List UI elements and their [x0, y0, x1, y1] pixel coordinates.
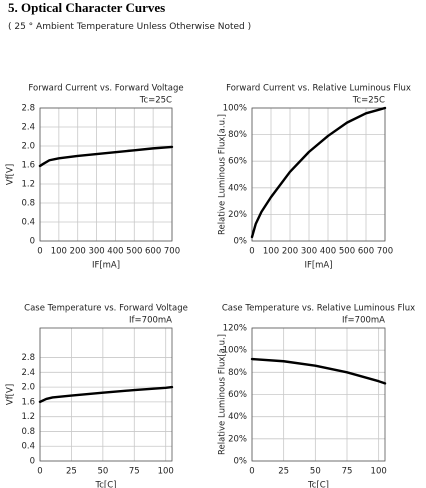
- x-tick-label: 50: [97, 467, 108, 477]
- x-tick-label: 25: [278, 467, 289, 477]
- y-tick-label: 2.8: [21, 104, 35, 114]
- y-tick-label: 2.0: [21, 383, 35, 393]
- y-tick-label: 0: [30, 457, 35, 467]
- y-tick-label: 0.8: [21, 199, 35, 209]
- x-tick-label: 100: [158, 467, 174, 477]
- x-tick-label: 200: [282, 247, 298, 257]
- section-title: 5. Optical Character Curves: [8, 0, 166, 15]
- chart-subtitle: If=700mA: [342, 316, 385, 326]
- y-tick-label: 2.4: [21, 368, 35, 378]
- chart-title: Forward Current vs. Relative Luminous Fl…: [226, 84, 411, 94]
- y-axis-label: Vf[V]: [6, 384, 16, 405]
- y-tick-label: 60%: [228, 390, 247, 400]
- y-tick-label: 2.0: [21, 142, 35, 152]
- chart-title: Case Temperature vs. Forward Voltage: [24, 304, 188, 314]
- y-axis-label: Vf[V]: [6, 164, 16, 185]
- curve: [38, 385, 174, 404]
- x-tick-label: 25: [66, 467, 77, 477]
- y-tick-label: 0%: [234, 237, 248, 247]
- y-tick-label: 100%: [223, 346, 247, 356]
- x-tick-label: 100: [371, 467, 387, 477]
- plot-frame: [251, 327, 386, 462]
- plot-frame: [39, 327, 173, 462]
- chart-subtitle: Tc=25C: [139, 96, 172, 106]
- chart-title: Forward Current vs. Forward Voltage: [28, 84, 183, 94]
- y-tick-label: 2.4: [21, 123, 35, 133]
- x-axis-label: Tc[C]: [307, 481, 329, 488]
- x-tick-label: 300: [301, 247, 317, 257]
- x-tick-label: 500: [339, 247, 355, 257]
- y-axis-label: Relative Luminous Flux[a.u.]: [218, 334, 228, 455]
- y-tick-label: 1.6: [21, 161, 35, 171]
- x-tick-label: 75: [129, 467, 140, 477]
- x-tick-label: 300: [88, 247, 104, 257]
- y-tick-label: 100%: [223, 104, 247, 114]
- x-tick-label: 700: [164, 247, 180, 257]
- x-tick-label: 500: [126, 247, 142, 257]
- x-tick-label: 0: [249, 467, 254, 477]
- y-tick-label: 0.4: [21, 442, 35, 452]
- section-note: ( 25 ° Ambient Temperature Unless Otherw…: [8, 22, 252, 32]
- y-tick-label: 40%: [228, 412, 247, 422]
- y-axis-label: Relative Luminous Flux[a.u.]: [218, 114, 228, 235]
- x-axis-label: IF[mA]: [92, 261, 120, 271]
- y-tick-label: 1.6: [21, 397, 35, 407]
- x-tick-label: 400: [107, 247, 123, 257]
- y-tick-label: 0%: [234, 457, 248, 467]
- x-axis-label: IF[mA]: [304, 261, 332, 271]
- y-tick-label: 120%: [223, 324, 247, 334]
- y-tick-label: 0.8: [21, 427, 35, 437]
- x-tick-label: 100: [263, 247, 279, 257]
- plot-frame: [251, 107, 386, 242]
- y-tick-label: 1.2: [21, 412, 35, 422]
- chart-subtitle: If=700mA: [129, 316, 172, 326]
- y-tick-label: 20%: [228, 210, 247, 220]
- y-tick-label: 2.8: [21, 353, 35, 363]
- y-tick-label: 20%: [228, 434, 247, 444]
- y-tick-label: 0.4: [21, 218, 35, 228]
- y-tick-label: 0: [30, 237, 35, 247]
- curve: [250, 106, 387, 239]
- x-tick-label: 400: [320, 247, 336, 257]
- x-axis-label: Tc[C]: [95, 481, 117, 488]
- x-tick-label: 600: [358, 247, 374, 257]
- curve: [250, 357, 387, 385]
- x-tick-label: 75: [342, 467, 353, 477]
- x-tick-label: 100: [51, 247, 67, 257]
- y-tick-label: 80%: [228, 130, 247, 140]
- curve: [38, 145, 174, 168]
- chart-title: Case Temperature vs. Relative Luminous F…: [222, 304, 415, 314]
- y-tick-label: 60%: [228, 157, 247, 167]
- x-tick-label: 700: [377, 247, 393, 257]
- plot-frame: [39, 107, 173, 242]
- y-tick-label: 1.2: [21, 180, 35, 190]
- y-tick-label: 40%: [228, 183, 247, 193]
- x-tick-label: 0: [37, 247, 42, 257]
- x-tick-label: 0: [37, 467, 42, 477]
- x-tick-label: 0: [249, 247, 254, 257]
- x-tick-label: 200: [70, 247, 86, 257]
- x-tick-label: 50: [310, 467, 321, 477]
- y-tick-label: 80%: [228, 368, 247, 378]
- chart-subtitle: Tc=25C: [352, 96, 385, 106]
- x-tick-label: 600: [145, 247, 161, 257]
